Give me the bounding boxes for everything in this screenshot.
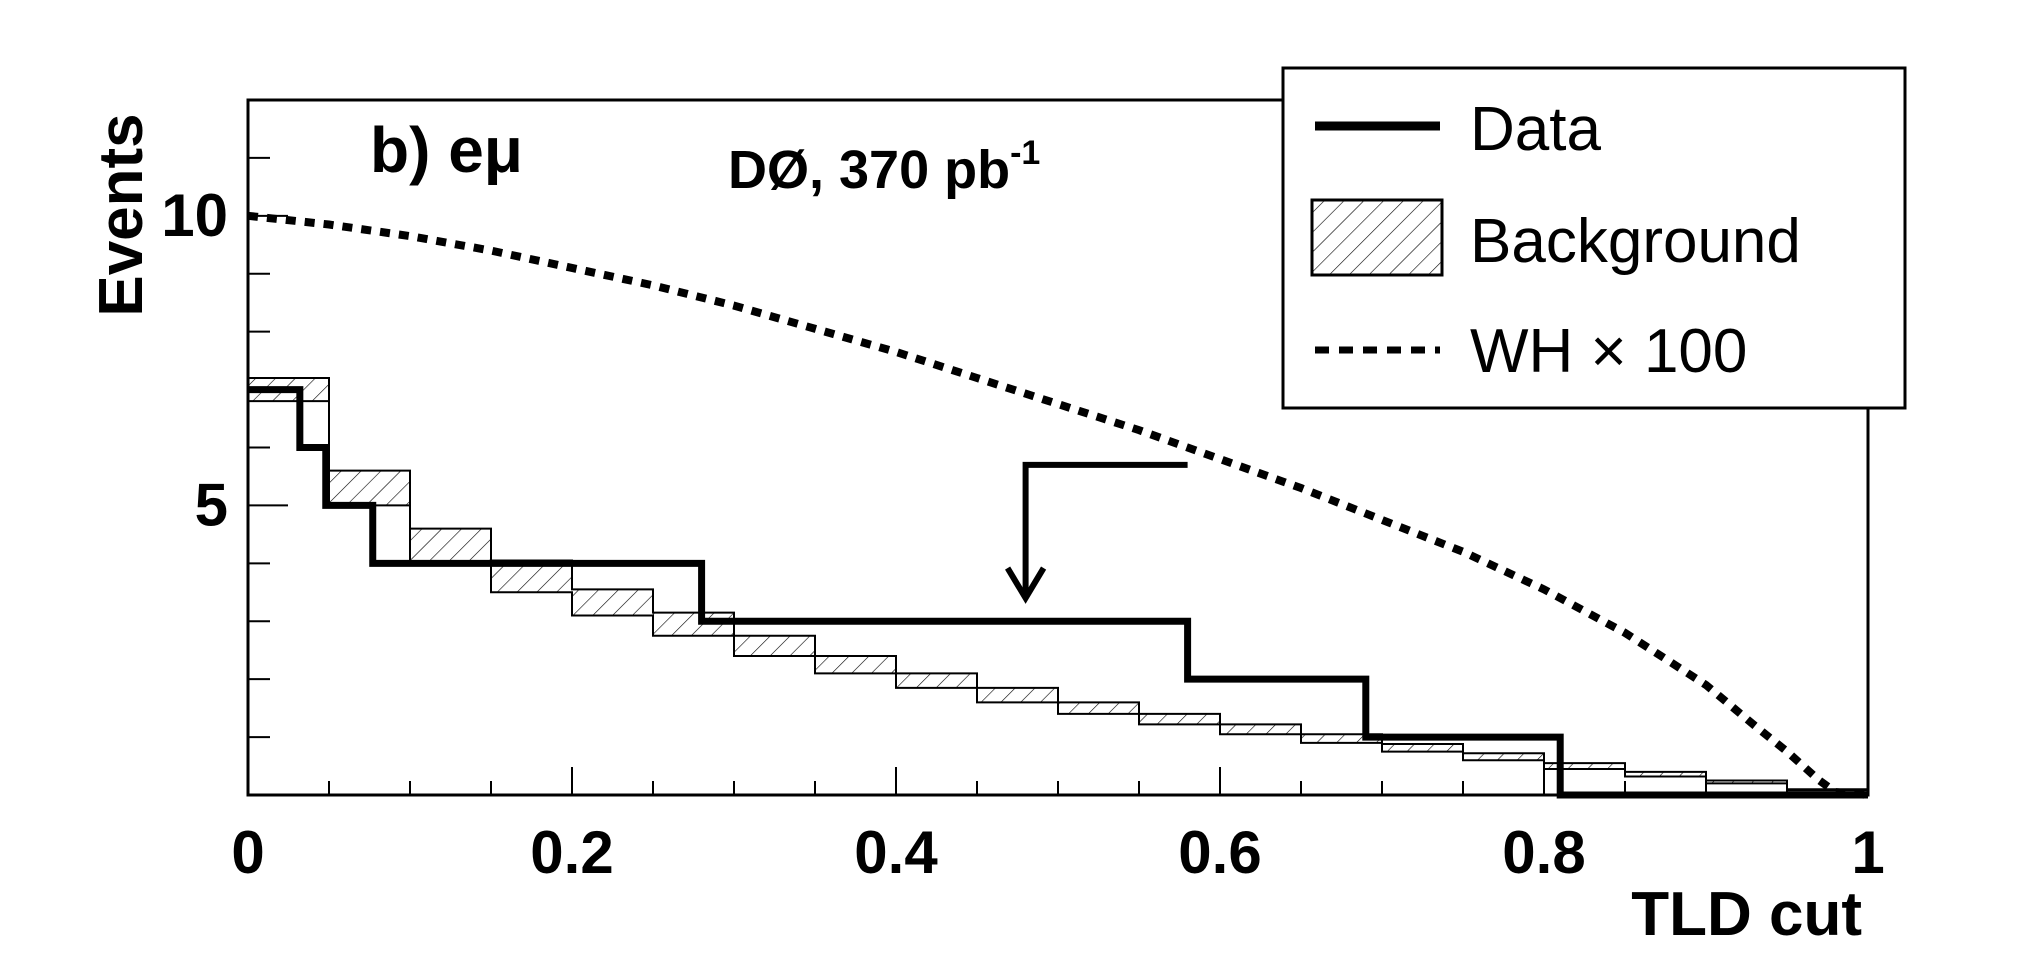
x-tick-label: 1 (1851, 819, 1884, 886)
y-axis-label: Events (87, 113, 156, 316)
experiment-label-superscript: -1 (1010, 134, 1040, 172)
x-axis-label: TLD cut (1631, 880, 1862, 949)
legend: Data Background WH × 100 (1281, 66, 1907, 410)
legend-data-label: Data (1470, 95, 1601, 164)
legend-background-swatch (1310, 198, 1444, 277)
x-tick-label: 0.4 (854, 819, 938, 886)
cut-arrow (1005, 461, 1188, 604)
x-tick-label: 0 (231, 819, 264, 886)
y-tick-label: 10 (161, 182, 228, 249)
data-series (248, 386, 1868, 799)
x-axis-ticks: 0 0.2 0.4 0.6 0.8 1 (231, 767, 1885, 886)
x-tick-label: 0.8 (1502, 819, 1585, 886)
cut-arrow-line (1022, 461, 1188, 599)
x-tick-label: 0.6 (1178, 819, 1261, 886)
data-histogram (248, 386, 1868, 799)
y-tick-label: 5 (195, 471, 228, 538)
legend-background-label: Background (1470, 207, 1801, 276)
cut-arrow-head (1005, 566, 1047, 604)
legend-wh-label: WH × 100 (1470, 317, 1747, 386)
experiment-label-text: DØ, 370 pb (728, 140, 1010, 200)
background-lower-edge (248, 400, 1868, 792)
background-series (248, 377, 1868, 792)
x-tick-label: 0.2 (530, 819, 613, 886)
y-axis-ticks: 5 10 (161, 99, 288, 796)
experiment-label: DØ, 370 pb-1 (728, 134, 1040, 200)
panel-label: b) eμ (370, 114, 523, 186)
